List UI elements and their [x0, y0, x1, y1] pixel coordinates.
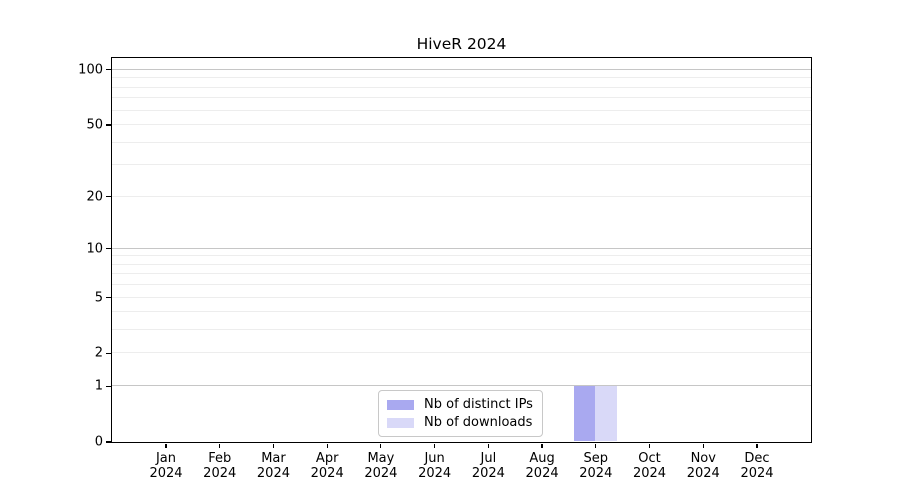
gridline-minor-8 — [111, 263, 811, 265]
x-tick-label-apr: Apr 2024 — [310, 451, 344, 481]
legend-swatch-downloads — [387, 417, 414, 428]
y-tick-label-0: 0 — [94, 434, 103, 450]
x-tick-label-jan: Jan 2024 — [149, 451, 183, 481]
y-tick-label-1: 1 — [94, 378, 103, 394]
y-tick-label-100: 100 — [78, 62, 103, 78]
gridline-minor-50 — [111, 123, 811, 125]
y-tick-label-5: 5 — [94, 290, 103, 306]
legend: Nb of distinct IPs Nb of downloads — [378, 390, 543, 437]
x-tick-jul — [487, 443, 489, 448]
y-tick-label-2: 2 — [94, 345, 103, 361]
x-tick-label-aug: Aug 2024 — [525, 451, 559, 481]
x-tick-oct — [648, 443, 651, 448]
gridline-minor-7 — [111, 273, 811, 275]
x-tick-dec — [756, 443, 758, 448]
y-tick-label-10: 10 — [86, 241, 103, 257]
y-tick-5 — [105, 296, 111, 299]
plot-area — [110, 56, 812, 443]
gridline-minor-4 — [111, 311, 811, 313]
gridline-minor-2 — [111, 352, 811, 354]
y-tick-label-50: 50 — [86, 117, 103, 133]
x-tick-feb — [219, 443, 221, 448]
y-tick-10 — [105, 248, 111, 250]
chart-title: HiveR 2024 — [416, 35, 507, 53]
gridline-minor-90 — [111, 77, 811, 79]
x-tick-label-jul: Jul 2024 — [471, 451, 505, 481]
y-tick-0 — [105, 441, 111, 443]
gridline-minor-40 — [111, 141, 811, 143]
gridline-minor-9 — [111, 255, 811, 257]
gridline-minor-3 — [111, 329, 811, 331]
x-tick-apr — [326, 443, 328, 448]
x-tick-jun — [434, 443, 436, 448]
y-tick-100 — [105, 69, 111, 71]
x-tick-label-jun: Jun 2024 — [418, 451, 452, 481]
x-tick-nov — [702, 443, 704, 448]
gridline-major-1 — [111, 385, 811, 387]
gridline-minor-20 — [111, 195, 811, 197]
legend-label-distinct-ips: Nb of distinct IPs — [424, 397, 533, 412]
gridline-minor-70 — [111, 97, 811, 99]
legend-item-downloads: Nb of downloads — [387, 416, 542, 429]
y-tick-1 — [105, 385, 111, 387]
gridline-minor-80 — [111, 86, 811, 88]
gridline-minor-6 — [111, 284, 811, 286]
legend-label-downloads: Nb of downloads — [424, 415, 533, 430]
y-tick-20 — [105, 195, 111, 198]
gridline-minor-30 — [111, 164, 811, 166]
x-tick-label-mar: Mar 2024 — [256, 451, 290, 481]
legend-item-distinct-ips: Nb of distinct IPs — [387, 398, 542, 411]
legend-swatch-distinct-ips — [387, 399, 414, 410]
bar-downloads-sep-2024 — [595, 385, 617, 442]
y-tick-label-20: 20 — [86, 189, 103, 204]
bar-distinct-ips-sep-2024 — [573, 385, 596, 442]
gridline-minor-60 — [111, 109, 811, 111]
x-tick-jan — [165, 443, 167, 448]
x-tick-label-may: May 2024 — [364, 451, 398, 481]
x-tick-label-feb: Feb 2024 — [203, 451, 237, 481]
y-tick-50 — [105, 124, 111, 126]
x-tick-sep — [595, 443, 597, 448]
gridline-major-100 — [111, 68, 811, 70]
gridline-minor-5 — [111, 296, 811, 298]
x-tick-label-dec: Dec 2024 — [740, 451, 774, 481]
gridline-major-10 — [111, 247, 811, 249]
x-tick-label-nov: Nov 2024 — [686, 451, 720, 481]
x-tick-label-oct: Oct 2024 — [632, 451, 667, 481]
x-tick-label-sep: Sep 2024 — [579, 451, 613, 481]
x-tick-aug — [541, 443, 543, 448]
y-tick-2 — [105, 352, 111, 354]
x-tick-may — [380, 443, 382, 448]
x-tick-mar — [272, 443, 275, 448]
